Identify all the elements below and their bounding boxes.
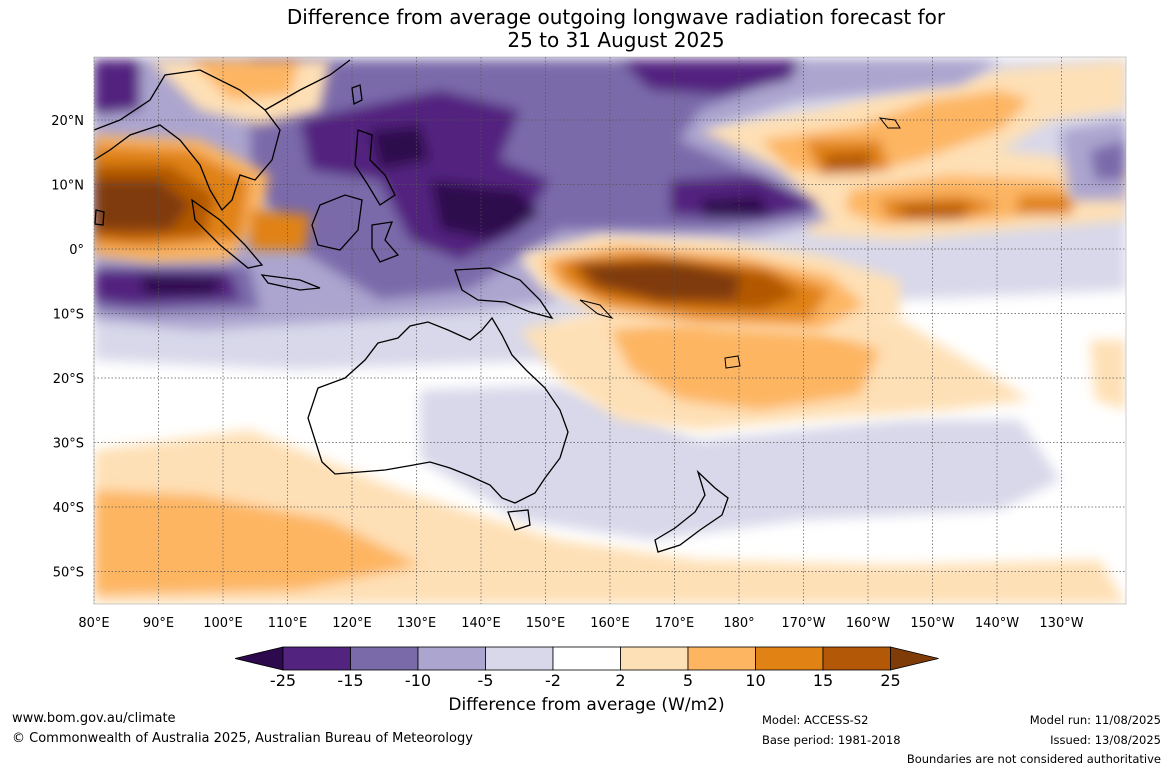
longitude-label: 170°W	[781, 616, 825, 631]
base-period-text: Base period: 1981-2018	[762, 733, 901, 747]
boundaries-note: Boundaries are not considered authoritat…	[906, 752, 1161, 766]
longitude-label: 180°	[723, 616, 754, 631]
map-frame	[93, 56, 1127, 605]
latitude-label: 0°	[69, 243, 84, 258]
new-guinea-outline	[454, 267, 554, 320]
colorbar-max-extension	[890, 646, 939, 671]
colorbar-bin	[620, 646, 689, 671]
longitude-label: 120°E	[332, 616, 372, 631]
colorbar-min-extension	[234, 646, 284, 671]
copyright-text: © Commonwealth of Australia 2025, Austra…	[12, 731, 473, 746]
anomaly-field	[94, 57, 1126, 604]
map-title-line1: Difference from average outgoing longwav…	[286, 5, 946, 29]
latitude-label: 10°S	[53, 308, 84, 323]
latitude-labels: 20°N 10°N 0° 10°S 20°S 30°S 40°S 50°S	[51, 114, 84, 581]
map-title-line2: 25 to 31 August 2025	[507, 28, 725, 52]
model-run-text: Model run: 11/08/2025	[1029, 713, 1161, 727]
sulawesi-outline	[371, 221, 400, 263]
longitude-label: 100°E	[203, 616, 243, 631]
colorbar: -25 -15 -10 -5 -2 2 5 10 15 25	[234, 646, 939, 690]
model-text: Model: ACCESS-S2	[762, 713, 869, 727]
longitude-label: 130°W	[1039, 616, 1083, 631]
colorbar-tick-label: 5	[683, 671, 693, 690]
java-outline	[260, 274, 321, 291]
latitude-label: 50°S	[53, 566, 84, 581]
hawaii-outline	[878, 117, 901, 129]
australia-outline	[307, 316, 569, 504]
sumatra-outline	[191, 198, 264, 269]
colorbar-tick-label: 2	[615, 671, 625, 690]
latitude-label: 40°S	[53, 501, 84, 516]
colorbar-bin	[485, 646, 554, 671]
longitude-label: 160°W	[846, 616, 890, 631]
colorbar-bin	[755, 646, 824, 671]
colorbar-tick-label: -25	[270, 671, 296, 690]
colorbar-bin	[350, 646, 419, 671]
longitude-label: 80°E	[78, 616, 109, 631]
longitude-label: 130°E	[397, 616, 437, 631]
longitude-label: 110°E	[268, 616, 308, 631]
latitude-label: 30°S	[53, 437, 84, 452]
longitude-label: 170°E	[655, 616, 695, 631]
latitude-label: 20°N	[51, 114, 84, 129]
issued-text: Issued: 13/08/2025	[1050, 733, 1161, 747]
colorbar-bin	[822, 646, 891, 671]
borneo-outline	[311, 194, 363, 251]
colorbar-tick-label: -5	[478, 671, 494, 690]
website-link[interactable]: www.bom.gov.au/climate	[12, 711, 176, 726]
new-zealand-outline	[654, 469, 729, 553]
longitude-label: 140°E	[461, 616, 501, 631]
colorbar-tick-label: 25	[880, 671, 900, 690]
colorbar-bin	[282, 646, 351, 671]
longitude-label: 160°E	[590, 616, 630, 631]
solomon-islands-outline	[579, 299, 614, 319]
asia-mainland-outline	[93, 69, 281, 212]
china-coast-outline	[264, 59, 351, 111]
taiwan-outline	[351, 84, 363, 105]
philippines-outline	[354, 129, 396, 206]
longitude-label: 90°E	[143, 616, 174, 631]
colorbar-tick-label: -10	[405, 671, 431, 690]
colorbar-tick-label: -15	[337, 671, 363, 690]
tasmania-outline	[507, 509, 531, 531]
longitude-labels: 80°E 90°E 100°E 110°E 120°E 130°E 140°E 150°E 16…	[78, 616, 1083, 631]
indian-ocean-positive-anomaly	[94, 60, 330, 262]
latitude-label: 20°S	[53, 372, 84, 387]
colorbar-bin	[552, 646, 621, 671]
colorbar-tick-label: 10	[745, 671, 765, 690]
colorbar-bin	[417, 646, 486, 671]
colorbar-title: Difference from average (W/m2)	[448, 695, 725, 715]
colorbar-bin	[687, 646, 756, 671]
longitude-label: 150°W	[910, 616, 954, 631]
fiji-outline	[724, 355, 741, 369]
central-pacific-positive-anomaly	[520, 235, 900, 335]
colorbar-tick-label: 15	[813, 671, 833, 690]
latitude-label: 10°N	[51, 179, 84, 194]
longitude-label: 140°W	[975, 616, 1019, 631]
longitude-label: 150°E	[526, 616, 566, 631]
sri-lanka-outline	[94, 209, 105, 226]
colorbar-tick-label: -2	[545, 671, 561, 690]
